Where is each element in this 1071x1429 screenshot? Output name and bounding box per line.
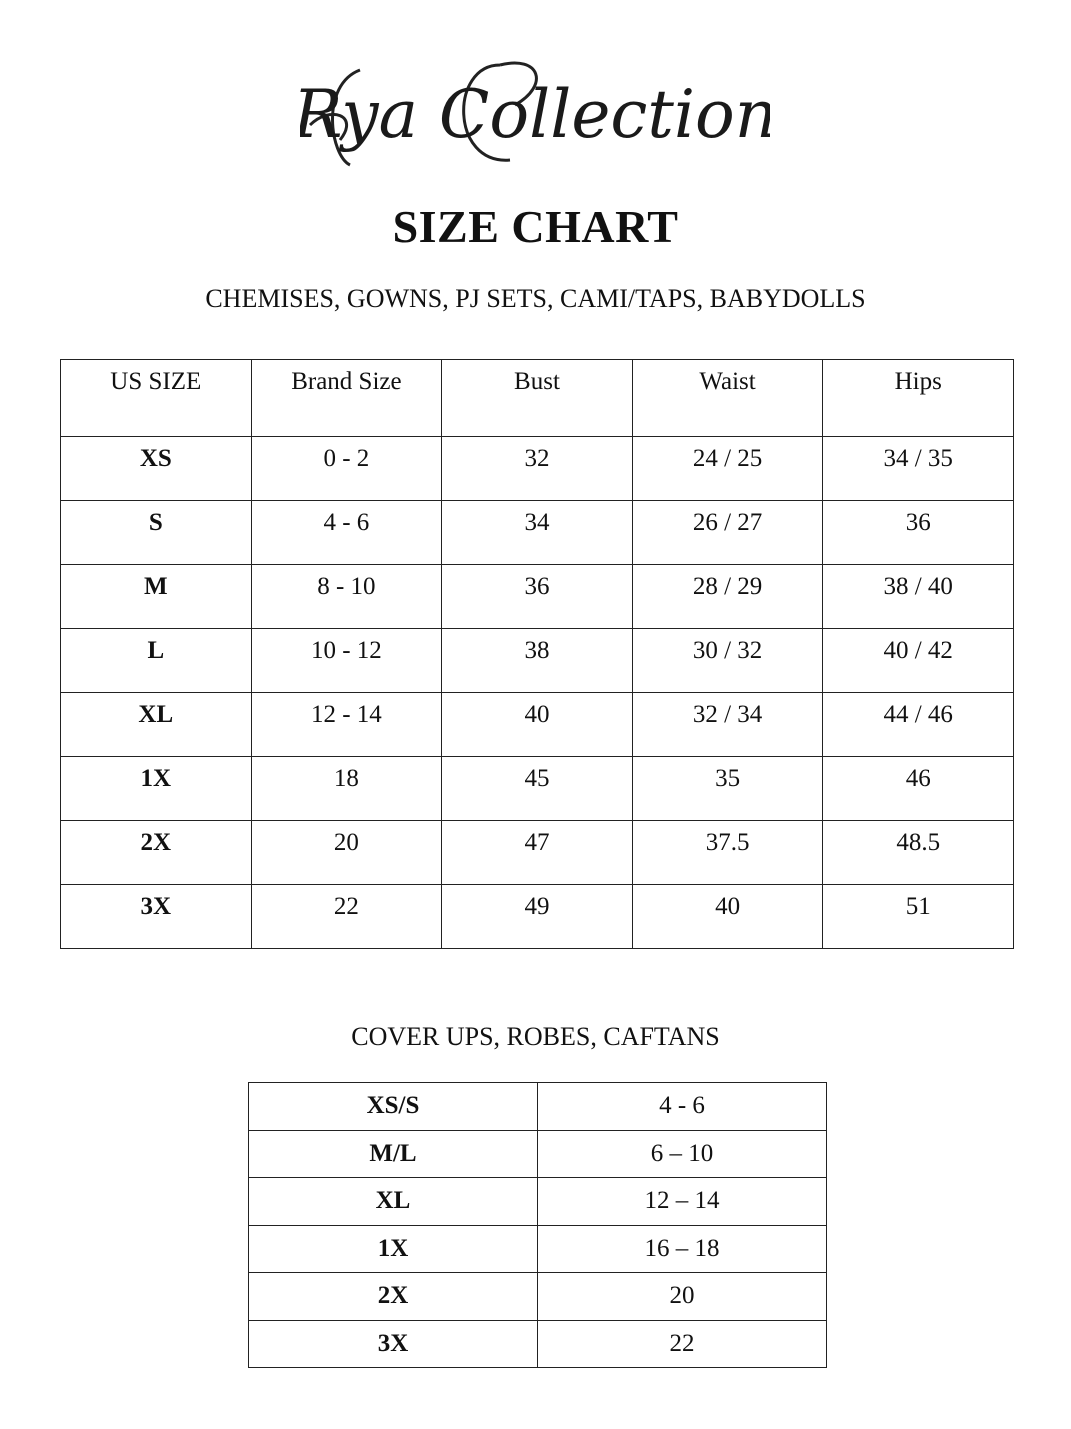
size-cell: 2X xyxy=(60,820,252,885)
size-cell: S xyxy=(60,500,252,565)
logo-text: Rya Collection xyxy=(300,76,770,153)
table-cell: 48.5 xyxy=(822,820,1014,885)
table-cell: 40 / 42 xyxy=(822,628,1014,693)
size-cell: M xyxy=(60,564,252,629)
table-cell: 12 – 14 xyxy=(537,1177,827,1226)
table-row: XL 12 – 14 xyxy=(248,1177,827,1226)
size-cell: XL xyxy=(60,692,252,757)
table-cell: 26 / 27 xyxy=(631,500,824,565)
table-cell: 24 / 25 xyxy=(631,436,824,501)
table-cell: 18 xyxy=(250,756,443,821)
table-cell: 36 xyxy=(441,564,633,629)
table-cell: 34 / 35 xyxy=(822,436,1014,501)
table-cell: 40 xyxy=(441,692,633,757)
table-cell: 22 xyxy=(537,1319,827,1368)
table-cell: 8 - 10 xyxy=(250,564,443,629)
brand-logo: Rya Collection xyxy=(300,61,770,167)
table-cell: 38 xyxy=(441,628,633,693)
column-header: Brand Size xyxy=(250,359,443,437)
size-cell: 3X xyxy=(248,1319,538,1368)
table-row: XL 12 - 14 40 32 / 34 44 / 46 xyxy=(60,692,1014,757)
coverups-size-table: XS/S 4 - 6 M/L 6 – 10 XL 12 – 14 1X 16 – 18 2X 20… xyxy=(248,1082,827,1368)
table-cell: 44 / 46 xyxy=(822,692,1014,757)
table-cell: 20 xyxy=(250,820,443,885)
table-cell: 10 - 12 xyxy=(250,628,443,693)
table-row: XS 0 - 2 32 24 / 25 34 / 35 xyxy=(60,436,1014,501)
column-header: Waist xyxy=(631,359,824,437)
table-cell: 30 / 32 xyxy=(631,628,824,693)
table-cell: 47 xyxy=(441,820,633,885)
size-cell: L xyxy=(60,628,252,693)
table-row: 2X 20 xyxy=(248,1272,827,1321)
table-cell: 4 - 6 xyxy=(250,500,443,565)
column-header: Bust xyxy=(441,359,633,437)
table-row: 3X 22 xyxy=(248,1319,827,1368)
table-cell: 51 xyxy=(822,884,1014,949)
table-row: 2X 20 47 37.5 48.5 xyxy=(60,820,1014,885)
table-cell: 0 - 2 xyxy=(250,436,443,501)
size-cell: 1X xyxy=(60,756,252,821)
table-cell: 46 xyxy=(822,756,1014,821)
table-cell: 32 / 34 xyxy=(631,692,824,757)
size-cell: XS xyxy=(60,436,252,501)
table-cell: 16 – 18 xyxy=(537,1224,827,1273)
table-cell: 38 / 40 xyxy=(822,564,1014,629)
table-cell: 4 - 6 xyxy=(537,1082,827,1131)
column-header: US SIZE xyxy=(60,359,252,437)
table-cell: 32 xyxy=(441,436,633,501)
size-chart-table: US SIZE Brand Size Bust Waist Hips XS 0 - 2 32… xyxy=(60,359,1014,949)
table-header-row: US SIZE Brand Size Bust Waist Hips xyxy=(60,359,1014,437)
size-cell: XS/S xyxy=(248,1082,538,1131)
section2-subtitle: COVER UPS, ROBES, CAFTANS xyxy=(351,1022,720,1051)
size-cell: XL xyxy=(248,1177,538,1226)
size-cell: M/L xyxy=(248,1129,538,1178)
table-row: 3X 22 49 40 51 xyxy=(60,884,1014,949)
table-row: 1X 16 – 18 xyxy=(248,1224,827,1273)
table-cell: 34 xyxy=(441,500,633,565)
table-cell: 35 xyxy=(631,756,824,821)
page-title: SIZE CHART xyxy=(392,201,679,252)
table-cell: 28 / 29 xyxy=(631,564,824,629)
table-cell: 36 xyxy=(822,500,1014,565)
table-cell: 20 xyxy=(537,1272,827,1321)
table-cell: 6 – 10 xyxy=(537,1129,827,1178)
table-cell: 40 xyxy=(631,884,824,949)
table-cell: 49 xyxy=(441,884,633,949)
size-cell: 2X xyxy=(248,1272,538,1321)
column-header: Hips xyxy=(822,359,1014,437)
table-row: XS/S 4 - 6 xyxy=(248,1082,827,1131)
table-row: M/L 6 – 10 xyxy=(248,1129,827,1178)
table-cell: 22 xyxy=(250,884,443,949)
table-row: 1X 18 45 35 46 xyxy=(60,756,1014,821)
table-cell: 45 xyxy=(441,756,633,821)
size-cell: 3X xyxy=(60,884,252,949)
size-cell: 1X xyxy=(248,1224,538,1273)
table-row: L 10 - 12 38 30 / 32 40 / 42 xyxy=(60,628,1014,693)
table-cell: 12 - 14 xyxy=(250,692,443,757)
table-cell: 37.5 xyxy=(631,820,824,885)
section1-subtitle: CHEMISES, GOWNS, PJ SETS, CAMI/TAPS, BAB… xyxy=(205,284,866,313)
